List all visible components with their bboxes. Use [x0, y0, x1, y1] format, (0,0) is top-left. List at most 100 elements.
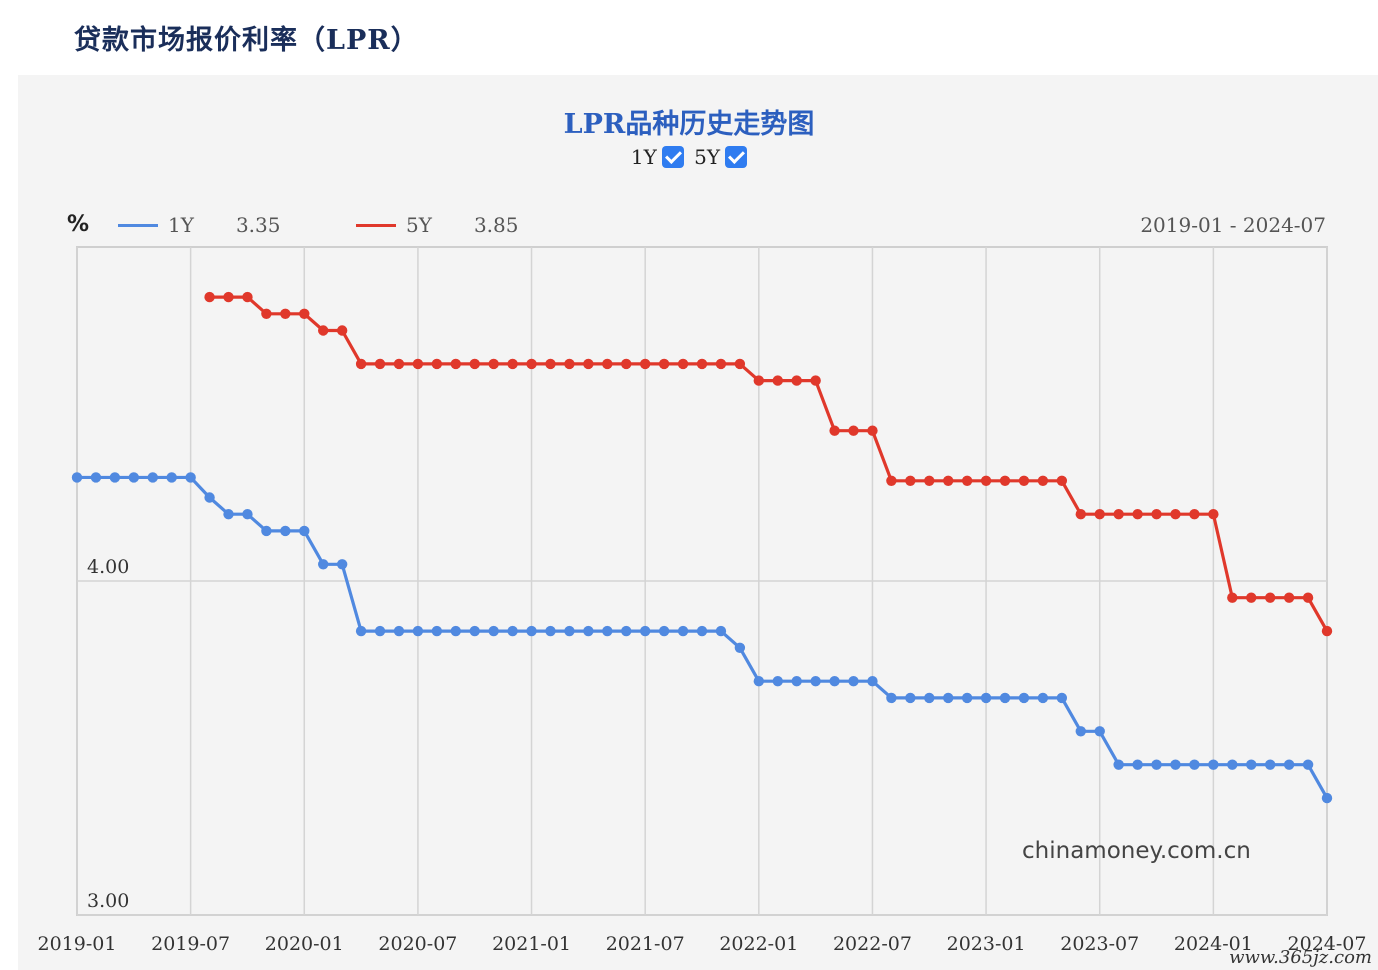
- x-tick-label: 2023-07: [1060, 933, 1139, 955]
- data-point-1y: [488, 625, 499, 637]
- data-point-5y: [658, 358, 670, 370]
- y-tick-label: 4.00: [87, 556, 129, 578]
- data-point-5y: [280, 308, 291, 319]
- chart-title: LPR品种历史走势图: [563, 109, 815, 140]
- data-point-1y: [602, 625, 613, 637]
- data-point-1y: [374, 625, 386, 637]
- data-point-5y: [1056, 475, 1068, 486]
- data-point-1y: [583, 625, 594, 637]
- data-point-1y: [336, 559, 348, 570]
- data-point-1y: [1189, 759, 1200, 770]
- data-point-5y: [583, 358, 594, 370]
- series-toggles: 1Y 5Y: [0, 145, 1378, 169]
- data-point-1y: [1056, 692, 1068, 704]
- data-point-5y: [507, 358, 518, 370]
- chart-panel: [18, 75, 1378, 970]
- data-point-5y: [1151, 509, 1162, 520]
- legend-1y-value: 3.35: [235, 213, 281, 237]
- data-point-1y: [791, 676, 802, 687]
- data-point-5y: [1227, 592, 1238, 603]
- x-tick-label: 2021-07: [606, 933, 685, 955]
- toggle-1y[interactable]: 1Y: [631, 145, 684, 169]
- data-point-1y: [242, 509, 253, 520]
- x-tick-label: 2020-01: [265, 933, 344, 955]
- legend-1y-swatch: [118, 223, 158, 227]
- x-tick-label: 2023-01: [947, 933, 1026, 955]
- data-point-5y: [564, 358, 575, 370]
- data-point-1y: [128, 472, 140, 483]
- data-point-1y: [1018, 692, 1030, 704]
- data-point-5y: [393, 358, 405, 370]
- data-point-5y: [602, 358, 613, 370]
- page-title: 贷款市场报价利率（LPR）: [74, 25, 419, 56]
- data-point-5y: [374, 358, 386, 370]
- legend-1y-name: 1Y: [168, 213, 194, 237]
- data-point-5y: [905, 475, 916, 486]
- legend-1y: 1Y 3.35: [118, 213, 280, 237]
- data-point-5y: [621, 358, 632, 370]
- data-point-1y: [905, 692, 916, 704]
- data-point-1y: [829, 676, 840, 687]
- data-point-5y: [1321, 625, 1333, 637]
- legend-5y-value: 3.85: [473, 213, 519, 237]
- toggle-1y-label: 1Y: [630, 145, 657, 169]
- data-point-5y: [677, 358, 689, 370]
- data-point-5y: [829, 425, 840, 436]
- data-point-5y: [1283, 592, 1295, 603]
- data-point-5y: [204, 291, 215, 303]
- data-point-5y: [734, 358, 746, 370]
- data-point-1y: [147, 472, 158, 483]
- data-point-1y: [412, 625, 424, 637]
- data-point-1y: [355, 625, 367, 637]
- data-point-1y: [1246, 759, 1257, 770]
- data-point-1y: [639, 625, 651, 637]
- checkbox-checked-icon[interactable]: [725, 146, 748, 168]
- data-point-5y: [318, 325, 329, 336]
- data-point-5y: [961, 475, 973, 486]
- data-point-1y: [658, 625, 670, 637]
- x-tick-label: 2024-01: [1174, 933, 1253, 955]
- data-point-1y: [545, 625, 556, 637]
- legend-5y-swatch: [356, 223, 396, 227]
- data-point-5y: [924, 475, 935, 486]
- data-point-5y: [1302, 592, 1314, 603]
- data-point-5y: [1018, 475, 1030, 486]
- data-point-1y: [393, 625, 405, 637]
- data-point-5y: [886, 475, 897, 486]
- data-point-1y: [469, 625, 480, 637]
- data-point-1y: [961, 692, 973, 704]
- data-point-1y: [696, 625, 708, 637]
- data-point-5y: [1208, 509, 1219, 520]
- data-point-1y: [772, 676, 783, 687]
- data-point-1y: [280, 525, 291, 537]
- data-point-1y: [1302, 759, 1314, 770]
- date-range: 2019-01 - 2024-07: [1140, 213, 1326, 237]
- data-point-1y: [71, 472, 83, 483]
- data-point-5y: [336, 325, 348, 336]
- data-point-1y: [980, 692, 992, 704]
- data-point-5y: [999, 475, 1011, 486]
- data-point-1y: [90, 472, 102, 483]
- data-point-5y: [1189, 509, 1200, 520]
- data-point-5y: [1037, 475, 1049, 486]
- data-point-5y: [715, 358, 727, 370]
- data-point-5y: [1170, 509, 1181, 520]
- data-point-5y: [810, 375, 821, 386]
- data-point-1y: [1132, 759, 1143, 770]
- data-point-5y: [1132, 509, 1143, 520]
- toggle-5y[interactable]: 5Y: [694, 145, 748, 169]
- data-point-1y: [999, 692, 1011, 704]
- x-tick-label: 2021-01: [492, 933, 571, 955]
- x-tick-label: 2024-07: [1288, 933, 1367, 955]
- data-point-5y: [526, 358, 537, 370]
- data-point-1y: [1208, 759, 1219, 770]
- data-point-5y: [223, 291, 234, 303]
- data-point-1y: [621, 625, 632, 637]
- watermark: chinamoney.com.cn: [1022, 838, 1251, 864]
- data-point-5y: [242, 291, 253, 303]
- x-tick-label: 2022-07: [833, 933, 912, 955]
- data-point-5y: [355, 358, 367, 370]
- data-point-1y: [204, 492, 215, 503]
- checkbox-checked-icon[interactable]: [661, 146, 684, 168]
